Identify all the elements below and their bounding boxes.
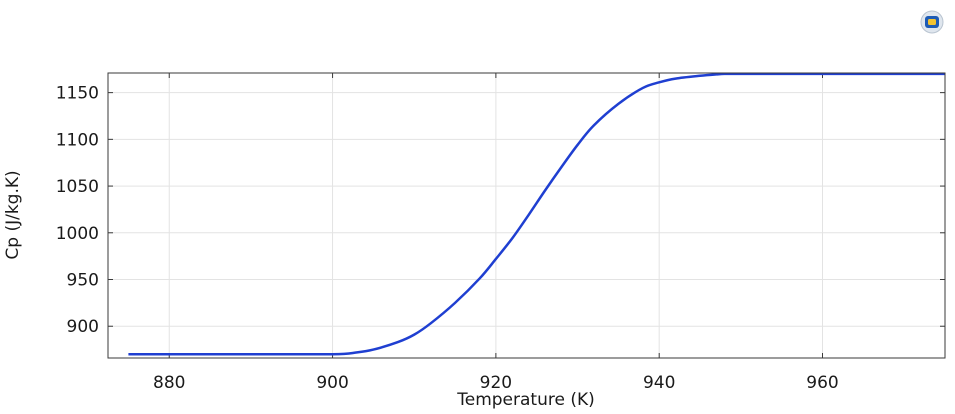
y-tick-label: 1150 — [56, 84, 99, 104]
y-tick-label: 950 — [67, 271, 99, 291]
comsol-logo-icon — [920, 10, 944, 34]
grid — [108, 73, 945, 358]
x-tick-label: 900 — [316, 373, 348, 393]
y-axis-label: Cp (J/kg.K) — [3, 170, 23, 259]
y-tick-label: 1050 — [56, 177, 99, 197]
y-tick-label: 1100 — [56, 130, 99, 150]
x-tick-label: 880 — [153, 373, 185, 393]
axis-ticks: 880 900 920 940 960 900 950 1000 1050 1100 1150 — [56, 73, 945, 393]
y-tick-label: 1000 — [56, 224, 99, 244]
y-tick-label: 900 — [67, 317, 99, 337]
plot-frame — [107, 72, 946, 359]
x-tick-label: 940 — [643, 373, 675, 393]
series-line-cp — [128, 72, 945, 356]
x-tick-label: 920 — [480, 373, 512, 393]
series-layer — [128, 72, 945, 356]
x-tick-label: 960 — [806, 373, 838, 393]
x-axis-label: Temperature (K) — [456, 390, 595, 410]
